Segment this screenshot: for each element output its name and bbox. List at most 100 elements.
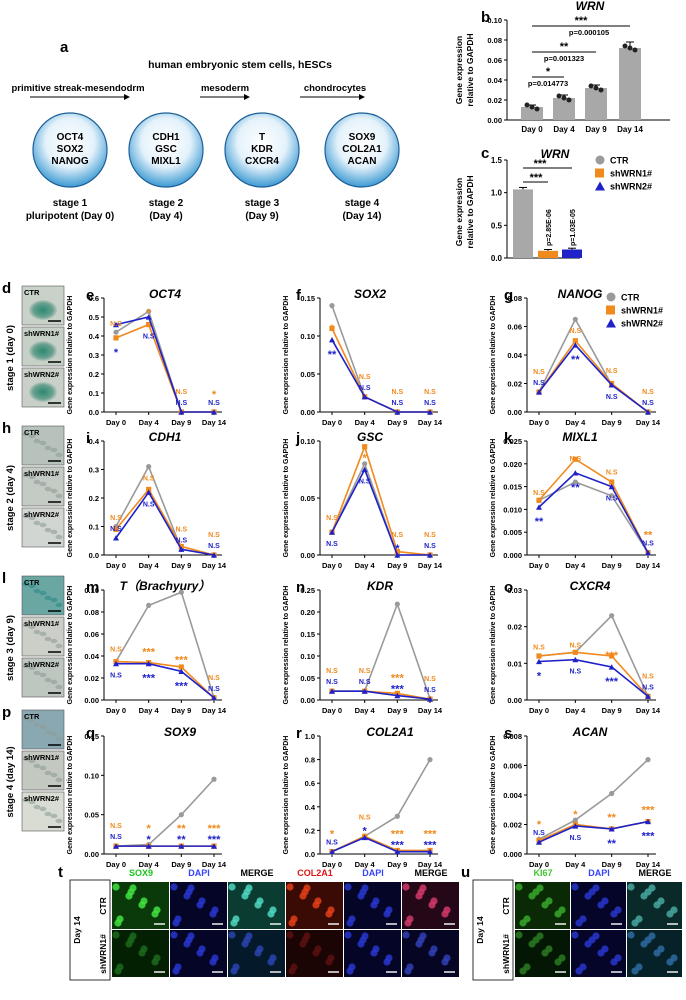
panel-letter: o xyxy=(504,579,513,596)
nucleus xyxy=(579,915,587,923)
data-point xyxy=(534,106,540,112)
y-tick-label: 0.00 xyxy=(300,696,315,705)
panel-letter: p xyxy=(2,704,11,721)
sig-label-shwrn1: N.S xyxy=(110,515,122,522)
sig-label-shwrn2: * xyxy=(363,825,368,837)
stage-circle xyxy=(128,112,204,188)
series-line xyxy=(331,759,431,853)
sig-label-shwrn1: *** xyxy=(605,650,619,662)
cell xyxy=(55,777,63,783)
series-line xyxy=(115,316,214,413)
y-tick-label: 0.10 xyxy=(84,586,99,595)
series-line xyxy=(115,488,215,556)
sig-stars: *** xyxy=(534,158,548,170)
line-chart-e: e OCT4 Gene expression relative to GAPDH 0.… xyxy=(67,287,227,427)
y-tick-label: 0.10 xyxy=(487,16,502,25)
arrow-label: chondrocytes xyxy=(304,83,366,94)
chart-title: MIXL1 xyxy=(562,430,598,444)
nucleus xyxy=(648,884,656,892)
sig-label-shwrn2: N.S xyxy=(424,543,436,550)
sig-label-shwrn2: N.S xyxy=(208,686,220,693)
nucleus xyxy=(614,906,622,914)
sig-label-shwrn2: *** xyxy=(142,673,156,685)
cell xyxy=(22,756,30,762)
nucleus xyxy=(140,945,148,953)
sig-label-shwrn2: N.S xyxy=(143,501,155,508)
sig-label-shwrn1: *** xyxy=(391,673,405,685)
y-axis-label: Gene expression relative to GAPDH xyxy=(490,296,497,415)
stage-marker: T xyxy=(259,132,265,143)
line-chart-k: k MIXL1 Gene expression relative to GAPDH 0… xyxy=(490,430,661,570)
nucleus xyxy=(198,945,206,953)
chart-title: WRN xyxy=(541,147,570,161)
data-point xyxy=(572,823,579,829)
y-tick-label: 0.00 xyxy=(507,696,522,705)
x-tick-label: Day 9 xyxy=(387,706,407,715)
cell xyxy=(39,631,47,637)
x-tick-label: Day 9 xyxy=(171,706,191,715)
nucleus xyxy=(579,963,587,971)
data-point xyxy=(146,322,152,328)
side-label: Day 14 xyxy=(475,916,485,944)
sig-label-shwrn1: N.S xyxy=(533,490,545,497)
sig-label-shwrn1: *** xyxy=(175,654,189,666)
y-tick-label: 0.1 xyxy=(89,389,99,398)
data-point xyxy=(572,470,579,476)
series-line xyxy=(538,820,649,843)
nucleus xyxy=(571,931,579,939)
series-line xyxy=(538,614,649,697)
nucleus xyxy=(129,884,137,892)
micrograph xyxy=(21,709,65,750)
channel-header: DAPI xyxy=(588,868,610,878)
p-value: p=0.001323 xyxy=(544,54,584,63)
p-value: p=0.014773 xyxy=(528,79,568,88)
panel-letter: h xyxy=(2,420,11,437)
series-line xyxy=(115,660,215,699)
series-line xyxy=(331,467,430,556)
cell xyxy=(39,440,47,446)
sig-label-shwrn2: *** xyxy=(391,840,405,852)
series-line xyxy=(115,778,215,847)
line-legend: CTR shWRN1# shWRN2# xyxy=(606,292,663,329)
data-point xyxy=(536,653,542,659)
sig-label-shwrn2: *** xyxy=(208,834,222,846)
stage-marker: MIXL1 xyxy=(151,156,181,167)
data-point xyxy=(211,843,217,849)
nucleus xyxy=(635,963,643,971)
cell xyxy=(55,643,63,649)
panel-b: b WRN 0.00 0.02 0.04 0.06 0.08 0.10 Gene express… xyxy=(454,0,670,134)
panel-letter: t xyxy=(58,864,63,881)
cell xyxy=(28,758,36,764)
sig-label-shwrn1: N.S xyxy=(424,676,436,683)
cell xyxy=(50,597,58,603)
y-tick-label: 0.006 xyxy=(503,762,522,771)
sig-label-shwrn1: N.S xyxy=(359,374,371,381)
series-line xyxy=(331,444,431,556)
nucleus xyxy=(290,963,298,971)
micrograph xyxy=(21,425,65,466)
data-point xyxy=(427,552,433,558)
nucleus xyxy=(372,897,380,905)
y-tick-label: 0.0 xyxy=(305,850,315,859)
data-point xyxy=(394,601,400,607)
channel-header: MERGE xyxy=(414,868,447,878)
data-point xyxy=(113,526,119,532)
side-label: Day 14 xyxy=(72,916,82,944)
nucleus xyxy=(327,954,335,962)
row-label: CTR xyxy=(98,897,108,914)
y-axis-label: Gene expression relative to GAPDH xyxy=(67,439,74,558)
data-point xyxy=(178,546,185,552)
chart-title: T（Brachyury） xyxy=(120,579,211,593)
legend-marker xyxy=(595,181,605,191)
sig-label-shwrn1: N.S xyxy=(642,673,654,680)
sig-label-shwrn1: *** xyxy=(208,823,222,835)
series-line xyxy=(538,471,649,554)
sig-label-shwrn1: N.S xyxy=(569,328,581,335)
cell xyxy=(44,636,52,642)
x-tick-label: Day 0 xyxy=(529,706,549,715)
sig-label-shwrn1: N.S xyxy=(110,321,122,328)
x-tick-label: Day 0 xyxy=(322,561,342,570)
y-tick-label: 0.00 xyxy=(300,551,315,560)
y-tick-label: 0.1 xyxy=(89,523,99,532)
sig-label-shwrn1: * xyxy=(212,389,217,401)
